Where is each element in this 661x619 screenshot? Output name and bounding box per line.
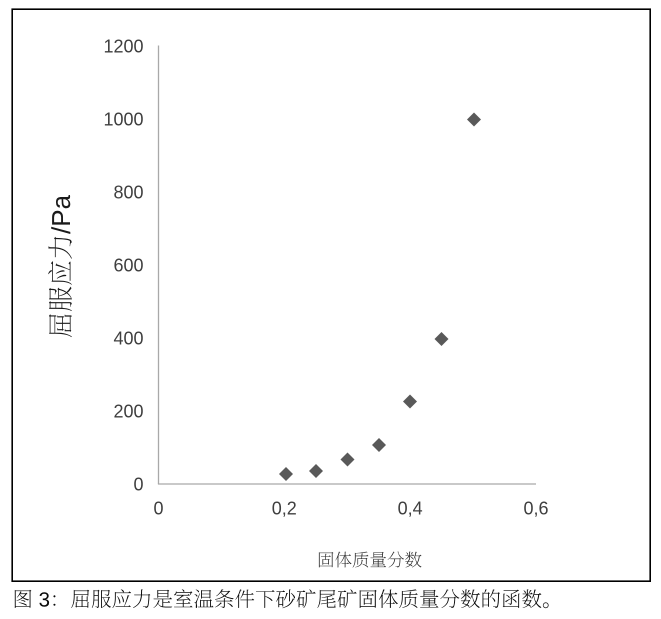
svg-text:0,4: 0,4 bbox=[398, 499, 423, 519]
svg-text:1000: 1000 bbox=[103, 109, 143, 129]
svg-text:0: 0 bbox=[133, 474, 143, 494]
svg-text:400: 400 bbox=[113, 328, 143, 348]
svg-text:0,2: 0,2 bbox=[272, 499, 297, 519]
svg-text:0,6: 0,6 bbox=[523, 499, 548, 519]
svg-text:1200: 1200 bbox=[103, 36, 143, 56]
svg-text:200: 200 bbox=[113, 401, 143, 421]
svg-text:600: 600 bbox=[113, 255, 143, 275]
svg-text:800: 800 bbox=[113, 182, 143, 202]
svg-text:0: 0 bbox=[153, 499, 163, 519]
